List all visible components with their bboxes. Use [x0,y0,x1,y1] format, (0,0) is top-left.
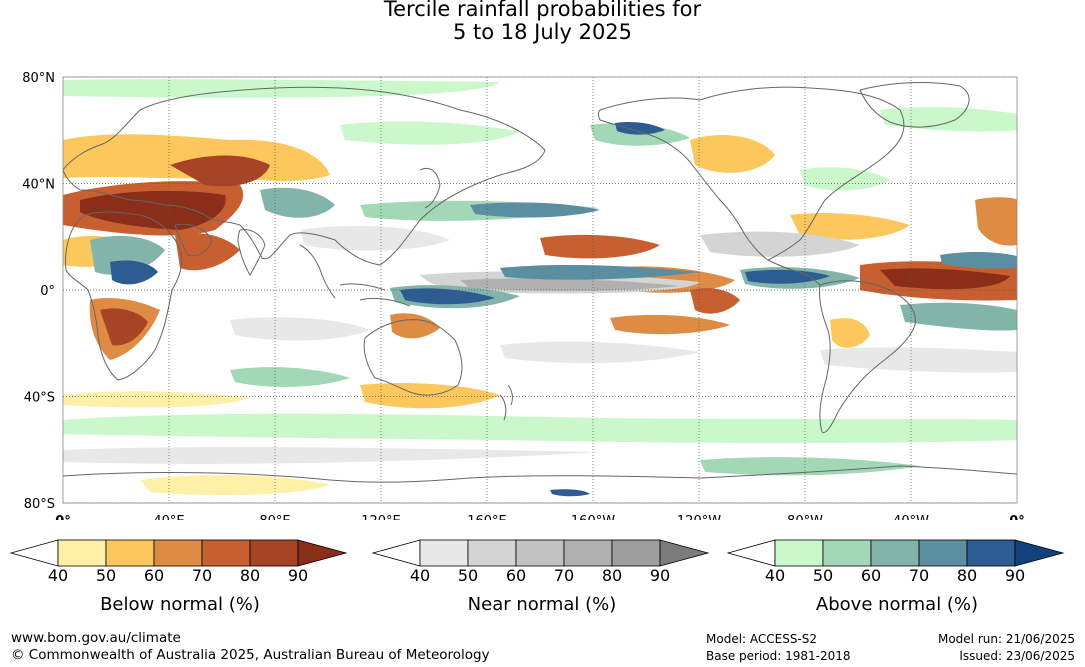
legend-upper-extension [297,539,348,567]
legend-tick-label: 60 [860,566,882,585]
chart-title-line1: Tercile rainfall probabilities for [383,0,702,21]
latitude-label: 40°S [24,391,55,406]
legend-above-normal-title: Above normal (%) [815,594,979,615]
legend-tick-label: 80 [601,566,623,585]
longitude-label: 40°E [153,514,184,520]
legend-below-normal-title: Below normal (%) [100,594,260,615]
footer-issued: Issued: 23/06/2025 [959,649,1075,663]
legend-near-normal-title: Near normal (%) [467,594,617,615]
coast-india [237,229,266,276]
legend-color-swatch [105,539,155,567]
chart-title-line2: 5 to 18 July 2025 [452,20,633,44]
coast-africa [65,211,183,381]
longitude-label: 160°E [467,514,507,520]
coast-central-america [767,259,821,286]
legend-near-normal-bar [372,539,710,567]
legend-color-swatch [966,539,1016,567]
legend-tick-label: 50 [457,566,479,585]
legend-color-swatch [57,539,107,567]
coast-south-america [819,280,916,434]
legend-below-normal-bar [10,539,348,567]
legend-tick-label: 80 [239,566,261,585]
footer-url: www.bom.gov.au/climate [11,630,181,646]
coast-arabia [174,223,213,257]
latitude-label: 40°N [22,178,55,193]
footer-base-period: Base period: 1981-2018 [706,649,851,663]
coast-southeast-asia [299,244,411,307]
legend-color-swatch [870,539,920,567]
legend-color-swatch [822,539,872,567]
longitude-label: 120°E [361,514,401,520]
longitude-label: 0° [1009,514,1025,520]
legend-lower-extension [727,539,776,567]
legend-tick-label: 50 [95,566,117,585]
legend-color-swatch [249,539,299,567]
longitude-label: 0° [55,514,71,520]
legend-tick-label: 90 [649,566,671,585]
coast-japan [419,167,441,209]
coast-greenland [859,82,970,128]
legend-color-swatch [467,539,517,567]
map-frame [62,76,1018,504]
legend-tick-label: 40 [764,566,786,585]
legend-color-swatch [201,539,251,567]
legend-tick-label: 70 [908,566,930,585]
footer-model: Model: ACCESS-S2 [706,632,818,646]
legend-lower-extension [372,539,421,567]
legend-color-swatch [563,539,613,567]
coast-north-america [598,86,905,261]
latitude-label: 80°S [24,497,55,512]
legend-color-swatch [774,539,824,567]
latitude-label: 0° [40,284,55,299]
longitude-label: 40°W [893,514,929,520]
latitude-label: 80°N [22,71,55,86]
legend-upper-extension [1014,539,1065,567]
legend-above-normal-bar [727,539,1065,567]
legend-tick-label: 40 [409,566,431,585]
legend-color-swatch [419,539,469,567]
legend-tick-label: 60 [505,566,527,585]
legend-tick-label: 90 [1004,566,1026,585]
coastlines [63,82,1017,483]
footer-copyright: © Commonwealth of Australia 2025, Austra… [11,647,490,663]
footer-model-run: Model run: 21/06/2025 [937,632,1075,646]
legend-color-swatch [611,539,661,567]
longitude-label: 80°E [259,514,290,520]
rainfall-probability-map: 80°N 40°N 0° 40°S 80°S 0° 40°E 80°E 120°E 160°E 1… [22,71,1025,520]
legend-color-swatch [153,539,203,567]
legend-color-swatch [918,539,968,567]
legend-tick-label: 80 [956,566,978,585]
legend-tick-label: 90 [287,566,309,585]
longitude-label: 80°W [787,514,823,520]
legend-tick-label: 40 [47,566,69,585]
legend-color-swatch [515,539,565,567]
longitude-label: 160°W [571,514,615,520]
legend-tick-label: 50 [812,566,834,585]
longitude-label: 120°W [677,514,721,520]
coast-europe-asia [63,86,546,266]
coast-australia [363,319,463,396]
legend-upper-extension [659,539,710,567]
coast-antarctica [63,465,1017,483]
legend-tick-label: 60 [143,566,165,585]
legend-tick-label: 70 [553,566,575,585]
above-normal-regions [63,79,1017,497]
legend-tick-label: 70 [191,566,213,585]
probability-anomaly-layer [63,79,1017,497]
legend-lower-extension [10,539,59,567]
